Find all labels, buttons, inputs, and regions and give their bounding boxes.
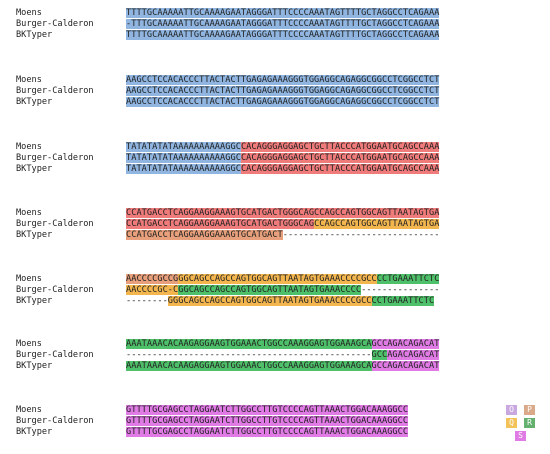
sequence-label: BKTyper	[16, 164, 53, 174]
legend-box-q: Q	[506, 418, 517, 428]
sequence-text: AAATAAACACAAGAGGAAGTGGAAACTGGCCAAAGGAGTG…	[126, 361, 440, 371]
sequence-label: BKTyper	[16, 30, 53, 40]
sequence-segment: ------------------------------	[282, 230, 440, 240]
sequence-segment: AGACAGACAT	[387, 350, 440, 360]
sequence-text: GTTTTGCGAGCCTAGGAATCTTGGCCTTGTCCCCAGTTAA…	[126, 427, 409, 437]
sequence-segment: GTTTTGCGAGCCTAGGAATCTTGGCCTTGTCCCCAGTTAA…	[126, 405, 409, 415]
sequence-segment: TATATATATAAAAAAAAAAGGC	[126, 164, 241, 174]
sequence-label: Moens	[16, 274, 42, 284]
sequence-text: GTTTTGCGAGCCTAGGAATCTTGGCCTTGTCCCCAGTTAA…	[126, 416, 409, 426]
sequence-segment: -TTTGCAAAAATTGCAAAAGAATAGGGATTTCCCCAAATA…	[126, 19, 440, 29]
legend-box-p: P	[524, 405, 535, 415]
sequence-label: BKTyper	[16, 230, 53, 240]
sequence-segment: AAATAAACACAAGAGGAAGTGGAAACTGGCCAAAGGAGTG…	[126, 361, 372, 371]
sequence-label: Burger-Calderon	[16, 19, 94, 29]
sequence-text: TATATATATAAAAAAAAAAGGCCACAGGGAGGAGCTGCTT…	[126, 153, 440, 163]
sequence-segment: GGCAGCCAGCCAGTGGCAGTTAATAGTGAAACCCCGCC	[178, 274, 377, 284]
sequence-segment: TTTTGCAAAAATTGCAAAAGAATAGGGATTTCCCCAAATA…	[126, 8, 440, 18]
sequence-segment: CACAGGGAGGAGCTGCTTACCCATGGAATGCAGCCAAA	[240, 164, 440, 174]
sequence-segment: AAGCCTCCACACCCTTACTACTTGAGAGAAAGGGTGGAGG…	[126, 86, 440, 96]
sequence-label: Moens	[16, 142, 42, 152]
sequence-text: TTTTGCAAAAATTGCAAAAGAATAGGGATTTCCCCAAATA…	[126, 30, 440, 40]
sequence-label: Burger-Calderon	[16, 416, 94, 426]
sequence-text: AAGCCTCCACACCCTTACTACTTGAGAGAAAGGGTGGAGG…	[126, 86, 440, 96]
sequence-label: BKTyper	[16, 296, 53, 306]
sequence-text: AAGCCTCCACACCCTTACTACTTGAGAGAAAGGGTGGAGG…	[126, 75, 440, 85]
sequence-segment: GTTTTGCGAGCCTAGGAATCTTGGCCTTGTCCCCAGTTAA…	[126, 427, 409, 437]
sequence-segment: GCCAGACAGACAT	[371, 339, 440, 349]
sequence-segment: CCATGACCTCAGGAAGGAAAGTGCATGACTGGGCAG	[126, 219, 315, 229]
sequence-label: BKTyper	[16, 361, 53, 371]
sequence-segment: GGGCAGCCAGCCAGTGGCAGTTAATAGTGAAACCCCGCC	[167, 296, 372, 306]
sequence-segment: AAGCCTCCACACCCTTACTACTTGAGAGAAAGGGTGGAGG…	[126, 75, 440, 85]
sequence-text: CCATGACCTCAGGAAGGAAAGTGCATGACT----------…	[126, 230, 439, 240]
sequence-segment: AAATAAACACAAGAGGAAGTGGAAACTGGCCAAAGGAGTG…	[126, 339, 372, 349]
sequence-segment: GCCAGACAGACAT	[371, 361, 440, 371]
sequence-segment: CACAGGGAGGAGCTGCTTACCCATGGAATGCAGCCAAA	[240, 153, 440, 163]
sequence-segment: ----------------------------------------…	[126, 350, 372, 360]
sequence-segment: CACAGGGAGGAGCTGCTTACCCATGGAATGCAGCCAAA	[240, 142, 440, 152]
sequence-label: Moens	[16, 208, 42, 218]
sequence-segment: GTTTTGCGAGCCTAGGAATCTTGGCCTTGTCCCCAGTTAA…	[126, 416, 409, 426]
sequence-text: AACCCCGCCGGGCAGCCAGCCAGTGGCAGTTAATAGTGAA…	[126, 274, 440, 284]
sequence-label: Burger-Calderon	[16, 86, 94, 96]
sequence-label: Burger-Calderon	[16, 153, 94, 163]
sequence-label: BKTyper	[16, 97, 53, 107]
sequence-label: Moens	[16, 405, 42, 415]
sequence-text: TATATATATAAAAAAAAAAGGCCACAGGGAGGAGCTGCTT…	[126, 142, 440, 152]
sequence-segment: GGCAGCCAGCCAGTGGCAGTTAATAGTGAAACCCC	[178, 285, 362, 295]
sequence-segment: TTTTGCAAAAATTGCAAAAGAATAGGGATTTCCCCAAATA…	[126, 30, 440, 40]
sequence-segment: ---------------	[361, 285, 440, 295]
sequence-segment: CCTGAAATTCTC	[371, 296, 435, 306]
sequence-segment: AACCCCGC-C	[126, 285, 179, 295]
legend-box-r: R	[524, 418, 535, 428]
sequence-segment: CCATGACCTCAGGAAGGAAAGTGCATGACT	[126, 230, 283, 240]
sequence-text: CCATGACCTCAGGAAGGAAAGTGCATGACTGGGCAGCCAG…	[126, 219, 440, 229]
sequence-text: AAGCCTCCACACCCTTACTACTTGAGAGAAAGGGTGGAGG…	[126, 97, 440, 107]
sequence-segment: AACCCCGCCG	[126, 274, 179, 284]
sequence-label: Burger-Calderon	[16, 285, 94, 295]
sequence-text: --------GGGCAGCCAGCCAGTGGCAGTTAATAGTGAAA…	[126, 296, 435, 306]
sequence-segment: AAGCCTCCACACCCTTACTACTTGAGAGAAAGGGTGGAGG…	[126, 97, 440, 107]
sequence-segment: TATATATATAAAAAAAAAAGGC	[126, 142, 241, 152]
sequence-label: Moens	[16, 8, 42, 18]
sequence-label: Moens	[16, 75, 42, 85]
sequence-text: TTTTGCAAAAATTGCAAAAGAATAGGGATTTCCCCAAATA…	[126, 8, 440, 18]
sequence-text: AACCCCGC-CGGCAGCCAGCCAGTGGCAGTTAATAGTGAA…	[126, 285, 439, 295]
legend-box-o: O	[506, 405, 517, 415]
sequence-label: Moens	[16, 339, 42, 349]
sequence-text: CCATGACCTCAGGAAGGAAAGTGCATGACTGGGCAGCCAG…	[126, 208, 440, 218]
sequence-label: BKTyper	[16, 427, 53, 437]
sequence-segment: CCTGAAATTCTC	[376, 274, 440, 284]
sequence-segment: TATATATATAAAAAAAAAAGGC	[126, 153, 241, 163]
sequence-text: -TTTGCAAAAATTGCAAAAGAATAGGGATTTCCCCAAATA…	[126, 19, 440, 29]
sequence-segment: CCATGACCTCAGGAAGGAAAGTGCATGACTGGGCAGCCAG…	[126, 208, 440, 218]
sequence-label: Burger-Calderon	[16, 350, 94, 360]
sequence-segment: GCC	[371, 350, 388, 360]
sequence-text: TATATATATAAAAAAAAAAGGCCACAGGGAGGAGCTGCTT…	[126, 164, 440, 174]
legend-box-s: S	[515, 431, 526, 441]
sequence-text: AAATAAACACAAGAGGAAGTGGAAACTGGCCAAAGGAGTG…	[126, 339, 440, 349]
sequence-label: Burger-Calderon	[16, 219, 94, 229]
sequence-text: GTTTTGCGAGCCTAGGAATCTTGGCCTTGTCCCCAGTTAA…	[126, 405, 409, 415]
sequence-text: ----------------------------------------…	[126, 350, 440, 360]
sequence-segment: CCAGCCAGTGGCAGTTAATAGTGA	[314, 219, 440, 229]
sequence-segment: --------	[126, 296, 168, 306]
